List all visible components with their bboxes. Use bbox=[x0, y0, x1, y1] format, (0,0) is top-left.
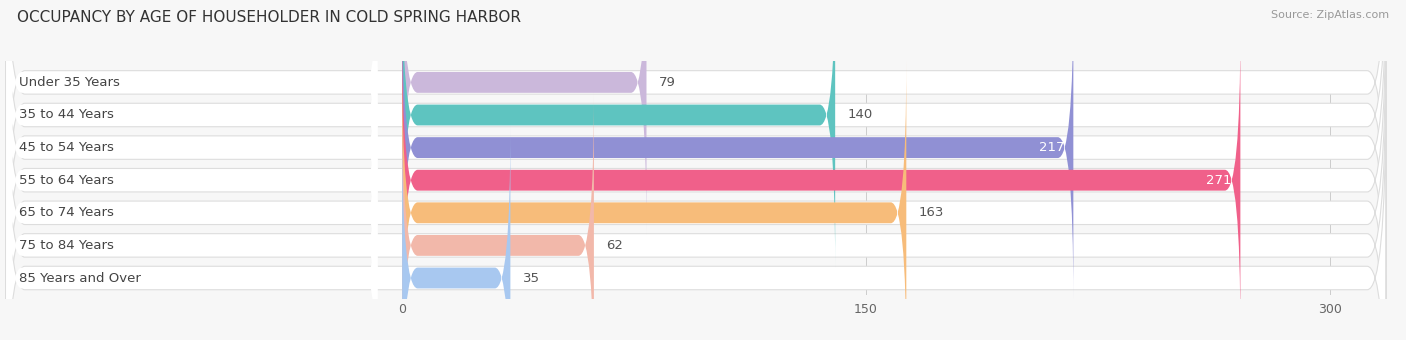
Text: 85 Years and Over: 85 Years and Over bbox=[18, 272, 141, 285]
Text: OCCUPANCY BY AGE OF HOUSEHOLDER IN COLD SPRING HARBOR: OCCUPANCY BY AGE OF HOUSEHOLDER IN COLD … bbox=[17, 10, 520, 25]
Text: 271: 271 bbox=[1205, 174, 1232, 187]
FancyBboxPatch shape bbox=[402, 0, 1073, 300]
Text: Source: ZipAtlas.com: Source: ZipAtlas.com bbox=[1271, 10, 1389, 20]
Text: 75 to 84 Years: 75 to 84 Years bbox=[18, 239, 114, 252]
FancyBboxPatch shape bbox=[6, 0, 377, 235]
FancyBboxPatch shape bbox=[6, 0, 1386, 299]
FancyBboxPatch shape bbox=[6, 0, 1386, 332]
FancyBboxPatch shape bbox=[6, 0, 377, 300]
FancyBboxPatch shape bbox=[402, 0, 647, 235]
FancyBboxPatch shape bbox=[6, 60, 377, 340]
Text: 55 to 64 Years: 55 to 64 Years bbox=[18, 174, 114, 187]
Text: 35: 35 bbox=[523, 272, 540, 285]
Text: 140: 140 bbox=[848, 108, 873, 121]
Text: Under 35 Years: Under 35 Years bbox=[18, 76, 120, 89]
FancyBboxPatch shape bbox=[6, 0, 1386, 340]
Text: 65 to 74 Years: 65 to 74 Years bbox=[18, 206, 114, 219]
Text: 79: 79 bbox=[659, 76, 676, 89]
FancyBboxPatch shape bbox=[6, 125, 377, 340]
FancyBboxPatch shape bbox=[402, 93, 593, 340]
FancyBboxPatch shape bbox=[402, 60, 907, 340]
FancyBboxPatch shape bbox=[6, 28, 377, 333]
Text: 163: 163 bbox=[918, 206, 943, 219]
FancyBboxPatch shape bbox=[402, 125, 510, 340]
FancyBboxPatch shape bbox=[6, 29, 1386, 340]
Text: 62: 62 bbox=[606, 239, 623, 252]
Text: 45 to 54 Years: 45 to 54 Years bbox=[18, 141, 114, 154]
FancyBboxPatch shape bbox=[402, 0, 835, 268]
Text: 35 to 44 Years: 35 to 44 Years bbox=[18, 108, 114, 121]
FancyBboxPatch shape bbox=[402, 28, 1240, 333]
FancyBboxPatch shape bbox=[6, 0, 1386, 266]
Text: 217: 217 bbox=[1039, 141, 1064, 154]
FancyBboxPatch shape bbox=[6, 0, 377, 268]
FancyBboxPatch shape bbox=[6, 94, 1386, 340]
FancyBboxPatch shape bbox=[6, 93, 377, 340]
FancyBboxPatch shape bbox=[6, 62, 1386, 340]
